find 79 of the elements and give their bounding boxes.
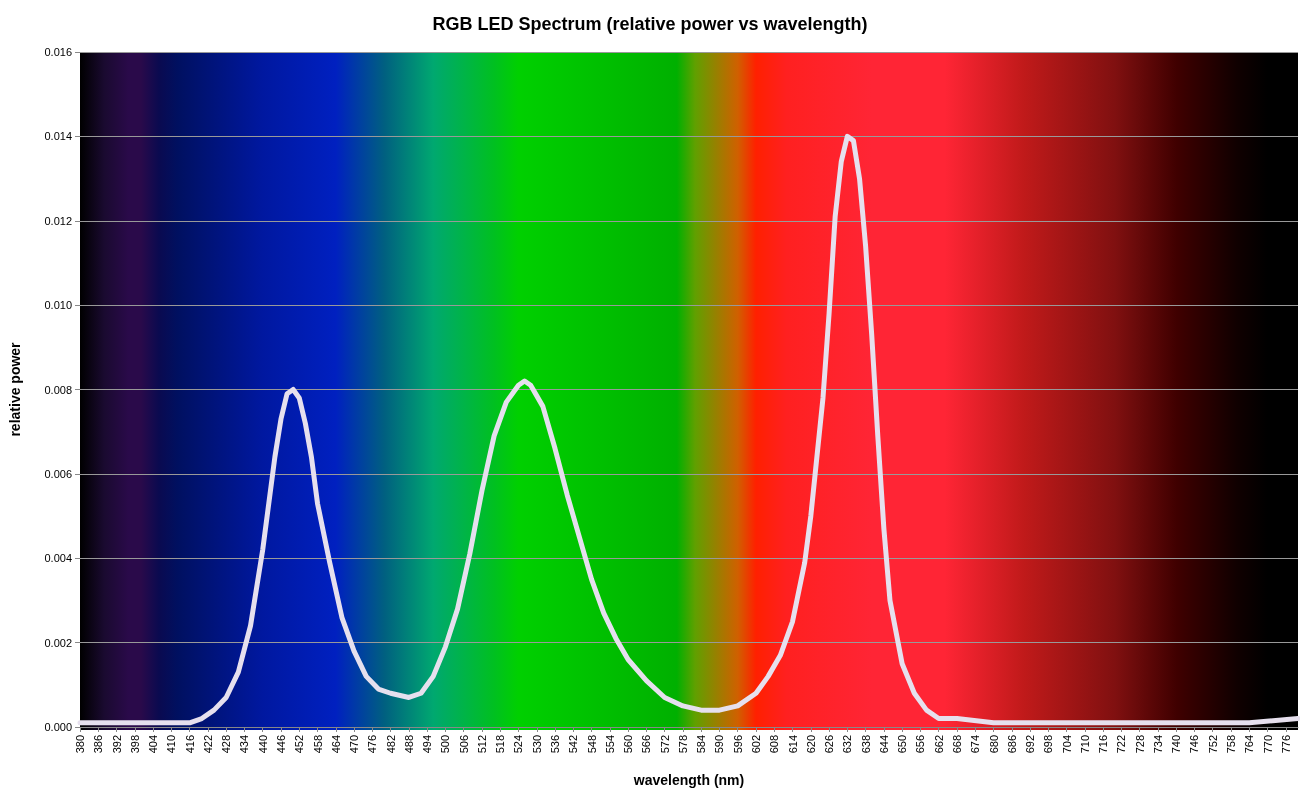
x-tick-label: 710 bbox=[1078, 735, 1091, 754]
x-tick-label: 548 bbox=[585, 735, 598, 754]
x-tick-label: 494 bbox=[421, 735, 434, 754]
x-tick-label: 392 bbox=[110, 735, 123, 754]
x-tick-label: 542 bbox=[567, 735, 580, 754]
x-tick-label: 614 bbox=[786, 735, 799, 754]
y-tick-label: 0.004 bbox=[44, 552, 72, 565]
x-tick-label: 668 bbox=[950, 735, 963, 754]
x-tick-label: 530 bbox=[530, 735, 543, 754]
x-tick-label: 596 bbox=[731, 735, 744, 754]
x-tick-label: 752 bbox=[1206, 735, 1219, 754]
x-tick-label: 482 bbox=[384, 735, 397, 754]
x-tick-label: 626 bbox=[823, 735, 836, 754]
x-tick-label: 764 bbox=[1243, 735, 1256, 754]
x-tick-label: 518 bbox=[494, 735, 507, 754]
x-tick-label: 608 bbox=[768, 735, 781, 754]
x-tick-label: 470 bbox=[348, 735, 361, 754]
x-tick-label: 560 bbox=[622, 735, 635, 754]
x-tick-label: 704 bbox=[1060, 735, 1073, 754]
x-tick-label: 656 bbox=[914, 735, 927, 754]
y-tick-label: 0.002 bbox=[44, 636, 72, 649]
x-tick-label: 590 bbox=[713, 735, 726, 754]
x-tick-label: 650 bbox=[896, 735, 909, 754]
x-tick-label: 680 bbox=[987, 735, 1000, 754]
x-tick-label: 638 bbox=[859, 735, 872, 754]
x-tick-label: 776 bbox=[1279, 735, 1292, 754]
x-tick-label: 458 bbox=[311, 735, 324, 754]
y-tick-label: 0.000 bbox=[44, 721, 72, 733]
x-tick-label: 446 bbox=[274, 735, 287, 754]
x-tick-label: 386 bbox=[92, 735, 105, 754]
x-tick-label: 578 bbox=[676, 735, 689, 754]
y-tick-label: 0.012 bbox=[44, 214, 72, 227]
x-tick-label: 440 bbox=[256, 735, 269, 754]
x-tick-label: 476 bbox=[366, 735, 379, 754]
x-tick-label: 722 bbox=[1115, 735, 1128, 754]
x-tick-label: 584 bbox=[695, 735, 708, 754]
x-tick-label: 674 bbox=[969, 735, 982, 754]
x-tick-label: 620 bbox=[804, 735, 817, 754]
x-tick-label: 746 bbox=[1188, 735, 1201, 754]
y-axis-title: relative power bbox=[7, 341, 23, 437]
x-tick-label: 506 bbox=[457, 735, 470, 754]
x-tick-label: 524 bbox=[512, 735, 525, 754]
x-tick-label: 380 bbox=[74, 735, 86, 754]
y-tick-label: 0.008 bbox=[44, 383, 72, 396]
x-tick-label: 398 bbox=[128, 735, 141, 754]
x-tick-label: 686 bbox=[1005, 735, 1018, 754]
x-tick-label: 698 bbox=[1042, 735, 1055, 754]
x-tick-label: 734 bbox=[1151, 735, 1164, 754]
x-tick-label: 422 bbox=[201, 735, 214, 754]
y-tick-label: 0.006 bbox=[44, 467, 72, 480]
x-tick-label: 602 bbox=[749, 735, 762, 754]
x-tick-label: 512 bbox=[475, 735, 488, 754]
x-tick-label: 644 bbox=[877, 735, 890, 754]
x-tick-label: 416 bbox=[183, 735, 196, 754]
chart-title: RGB LED Spectrum (relative power vs wavelength) bbox=[432, 14, 868, 34]
x-tick-label: 500 bbox=[439, 735, 452, 754]
x-tick-label: 410 bbox=[165, 735, 178, 754]
x-axis-title: wavelength (nm) bbox=[632, 772, 745, 788]
x-tick-label: 632 bbox=[841, 735, 854, 754]
x-tick-label: 692 bbox=[1024, 735, 1037, 754]
x-tick-label: 434 bbox=[238, 735, 251, 754]
x-tick-label: 428 bbox=[220, 735, 233, 754]
x-tick-label: 404 bbox=[147, 735, 160, 754]
x-tick-label: 488 bbox=[402, 735, 415, 754]
y-tick-label: 0.010 bbox=[44, 299, 72, 312]
x-tick-label: 662 bbox=[932, 735, 945, 754]
x-tick-label: 566 bbox=[640, 735, 653, 754]
x-tick-label: 758 bbox=[1225, 735, 1238, 754]
x-tick-label: 740 bbox=[1170, 735, 1183, 754]
x-tick-label: 452 bbox=[293, 735, 306, 754]
x-tick-label: 536 bbox=[549, 735, 562, 754]
x-tick-label: 554 bbox=[603, 735, 616, 754]
x-tick-label: 464 bbox=[329, 735, 342, 754]
x-tick-label: 572 bbox=[658, 735, 671, 754]
y-tick-label: 0.014 bbox=[44, 130, 72, 143]
x-tick-label: 716 bbox=[1097, 735, 1110, 754]
x-tick-label: 728 bbox=[1133, 735, 1146, 754]
y-tick-label: 0.016 bbox=[44, 46, 72, 58]
x-tick-label: 770 bbox=[1261, 735, 1274, 754]
